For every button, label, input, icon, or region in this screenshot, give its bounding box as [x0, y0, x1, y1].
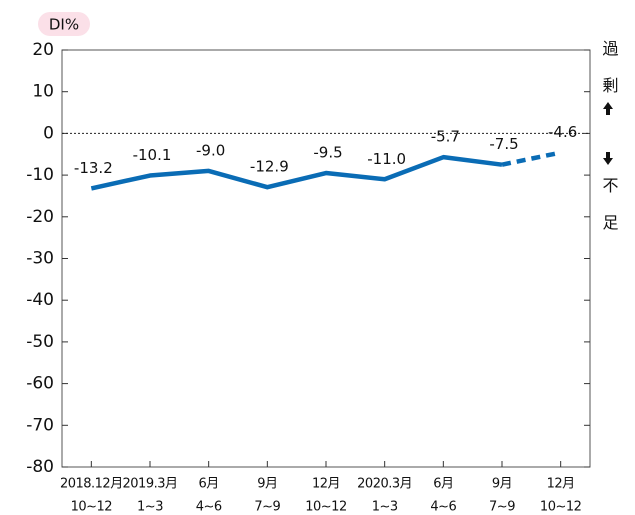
- arrow-up: [603, 102, 613, 115]
- y-tick-label: 20: [32, 40, 54, 60]
- unit-label: DI%: [49, 16, 79, 34]
- data-line: [90, 154, 503, 191]
- x-tick-label: 6月: [199, 477, 219, 492]
- data-label: -11.0: [367, 150, 406, 168]
- x-tick-label: 12月: [312, 477, 340, 492]
- data-label: -10.1: [133, 146, 172, 164]
- x-tick-label: 9月: [257, 477, 277, 492]
- x-tick-label: 12月: [547, 477, 575, 492]
- x-tick-label: 7~9: [254, 500, 280, 515]
- data-label: -4.6: [548, 123, 577, 141]
- side-label-top: 過剰: [600, 40, 619, 114]
- x-tick-label: 4~6: [430, 500, 456, 515]
- x-tick-label: 1~3: [372, 500, 398, 515]
- y-tick-label: -10: [26, 165, 54, 185]
- plot-frame: [61, 49, 591, 468]
- x-tick-label: 2020.3月: [357, 477, 412, 492]
- data-label: -5.7: [431, 128, 460, 146]
- y-tick-label: -70: [26, 415, 54, 435]
- arrow-down: [603, 152, 613, 165]
- y-tick-label: -20: [26, 207, 54, 227]
- x-tick-label: 7~9: [489, 500, 515, 515]
- data-label: -12.9: [250, 158, 289, 176]
- x-tick-label: 4~6: [196, 500, 222, 515]
- data-label: -7.5: [489, 135, 518, 153]
- y-tick-label: -30: [26, 249, 54, 269]
- y-tick-label: -60: [26, 374, 54, 394]
- y-tick-label: -40: [26, 290, 54, 310]
- y-tick-label: 10: [32, 82, 54, 102]
- y-tick-label: -80: [26, 457, 54, 477]
- x-tick-label: 9月: [492, 477, 512, 492]
- data-label: -9.5: [313, 144, 342, 162]
- x-tick-label: 10~12: [305, 500, 346, 515]
- data-line: [501, 150, 562, 167]
- side-label-bottom: 不足: [600, 177, 619, 251]
- x-tick-label: 1~3: [137, 500, 163, 515]
- data-label: -9.0: [196, 141, 225, 159]
- x-tick-label: 10~12: [71, 500, 112, 515]
- x-tick-label: 6月: [433, 477, 453, 492]
- x-tick-label: 2019.3月: [123, 477, 178, 492]
- x-tick-label: 2018.12月: [60, 477, 123, 492]
- y-tick-label: -50: [26, 332, 54, 352]
- y-tick-label: 0: [43, 123, 54, 143]
- data-label: -13.2: [74, 159, 113, 177]
- unit-badge: [38, 12, 90, 36]
- x-tick-label: 10~12: [540, 500, 581, 515]
